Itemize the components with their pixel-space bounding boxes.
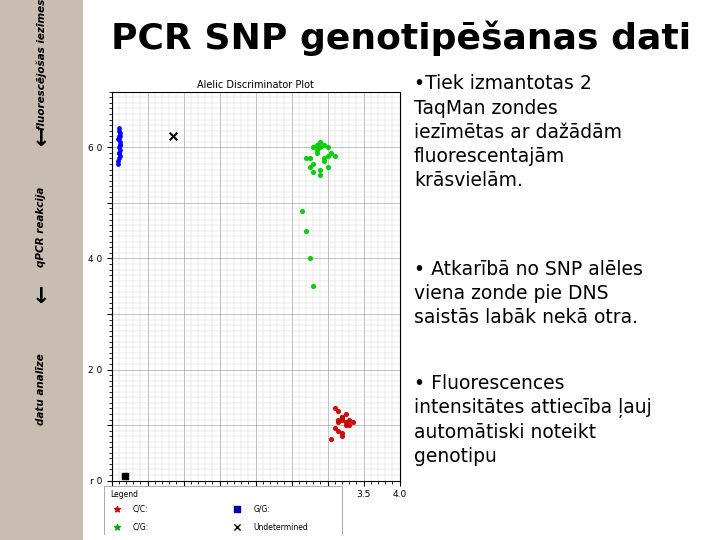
Point [329,404,341,413]
Point [232,523,243,531]
Point [343,421,355,429]
Point [343,415,355,424]
Text: fluorescējošas iezīmes: fluorescējošas iezīmes [36,0,47,131]
Point [114,129,125,138]
Text: ↓: ↓ [32,130,50,151]
Point [315,165,326,174]
X-axis label: C:: C: [251,505,261,515]
Point [329,423,341,432]
Point [315,138,326,146]
Point [336,413,348,421]
Point [304,163,315,171]
Point [333,418,344,427]
Point [114,146,125,154]
Point [333,426,344,435]
Point [300,154,312,163]
Point [307,143,319,152]
Text: datu analīze: datu analīze [37,353,46,424]
Text: •Tiek izmantotas 2
TaqMan zondes
iezīmētas ar dažādām
fluorescentajām
krāsvielām: •Tiek izmantotas 2 TaqMan zondes iezīmēt… [414,75,622,190]
Point [119,472,130,481]
Text: • Fluorescences
intensitātes attiecība ļauj
automātiski noteikt
genotipu: • Fluorescences intensitātes attiecība ļ… [414,374,652,467]
Point [167,132,179,140]
Point [336,413,348,421]
Point [114,151,125,160]
Point [113,132,125,140]
Point [311,146,323,154]
Point [112,505,123,514]
Point [114,140,125,149]
Text: G/G:: G/G: [253,505,270,514]
Point [340,421,351,429]
Point [300,226,312,235]
Point [307,168,319,177]
Point [336,415,348,424]
Point [112,134,124,143]
Text: C/G:: C/G: [133,523,149,532]
Point [329,151,341,160]
Point [325,435,337,443]
Bar [104,486,342,535]
Point [336,432,348,441]
Point [113,124,125,132]
Point [304,254,315,263]
Point [322,163,333,171]
Point [318,154,330,163]
Point [297,207,308,215]
Point [304,154,315,163]
Point [315,143,326,152]
Point [347,418,359,427]
Point [114,140,125,149]
Point [113,148,125,157]
Point [322,151,333,160]
Point [113,148,125,157]
Point [311,140,323,149]
Point [112,157,124,166]
Text: ↓: ↓ [32,287,50,307]
Point [307,160,319,168]
Text: Undetermined: Undetermined [253,523,308,532]
Title: Alelic Discriminator Plot: Alelic Discriminator Plot [197,79,314,90]
Text: • Atkarībā no SNP alēles
viena zonde pie DNS
saistās labāk nekā otra.: • Atkarībā no SNP alēles viena zonde pie… [414,260,643,327]
Point [112,523,123,531]
Point [333,415,344,424]
Text: PCR SNP genotipēšanas dati: PCR SNP genotipēšanas dati [112,20,691,56]
Text: C/C:: C/C: [133,505,148,514]
Point [325,148,337,157]
Point [318,140,330,149]
Point [333,407,344,415]
Point [114,132,126,140]
Point [340,418,351,427]
Point [232,505,243,514]
Point [113,126,125,135]
Point [113,134,125,143]
Point [315,171,326,179]
Point [112,160,124,168]
Point [318,157,330,166]
Text: Legend: Legend [111,490,139,499]
Text: qPCR reakcija: qPCR reakcija [37,187,46,267]
Point [336,429,348,438]
Point [307,282,319,291]
Point [322,143,333,152]
Point [114,138,126,146]
Point [113,143,125,152]
Point [113,154,125,163]
Point [340,410,351,418]
Point [311,148,323,157]
